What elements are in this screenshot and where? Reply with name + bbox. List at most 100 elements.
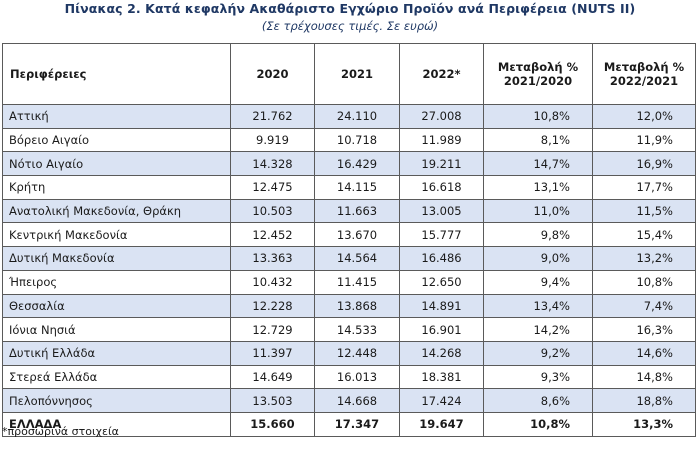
row-change-2022-2021: 18,8% (592, 388, 696, 413)
column-header-2021: 2021 (314, 43, 400, 105)
row-value-2022: 12.650 (399, 269, 484, 295)
row-change-2022-2021: 7,4% (592, 293, 696, 319)
row-change-2021-2020: 14,7% (483, 151, 593, 177)
row-region: Δυτική Ελλάδα (2, 340, 231, 366)
total-2021: 17.347 (314, 411, 400, 437)
table-row: Κεντρική Μακεδονία 12.452 13.670 15.777 9,8%… (2, 222, 696, 248)
row-change-2022-2021: 10,8% (592, 269, 696, 295)
table-row: Δυτική Ελλάδα 11.397 12.448 14.268 9,2% 14,6% (2, 340, 696, 366)
row-change-2022-2021: 16,3% (592, 317, 696, 342)
gdp-per-capita-table: Περιφέρειες 2020 2021 2022* Μεταβολή % 2… (2, 43, 696, 437)
row-region: Βόρειο Αιγαίο (2, 127, 231, 153)
row-value-2020: 10.432 (230, 269, 315, 295)
row-change-2022-2021: 12,0% (592, 104, 696, 129)
row-region: Πελοπόννησος (2, 388, 231, 413)
row-change-2022-2021: 14,8% (592, 364, 696, 390)
row-value-2021: 12.448 (314, 340, 400, 366)
row-region: Στερεά Ελλάδα (2, 364, 231, 390)
row-value-2022: 15.777 (399, 222, 484, 248)
row-change-2021-2020: 9,0% (483, 246, 593, 271)
table-row: Στερεά Ελλάδα 14.649 16.013 18.381 9,3% 14,8% (2, 364, 696, 390)
row-value-2022: 27.008 (399, 104, 484, 129)
row-region: Κεντρική Μακεδονία (2, 222, 231, 248)
table-body: Αττική 21.762 24.110 27.008 10,8% 12,0% Βόρειο… (2, 104, 696, 437)
row-value-2021: 10.718 (314, 127, 400, 153)
row-value-2022: 14.891 (399, 293, 484, 319)
table-row: Πελοπόννησος 13.503 14.668 17.424 8,6% 18,8% (2, 388, 696, 413)
header-row: Περιφέρειες 2020 2021 2022* Μεταβολή % 2… (2, 43, 696, 105)
column-header-change-2021-2020-line1: Μεταβολή % (497, 60, 579, 74)
row-value-2021: 14.668 (314, 388, 400, 413)
column-header-change-2022-2021-line2: 2022/2021 (609, 74, 679, 88)
row-value-2021: 13.868 (314, 293, 400, 319)
column-header-change-2022-2021-line1: Μεταβολή % (603, 60, 685, 74)
total-region: ΕΛΛΑΔΑ (2, 411, 231, 437)
row-value-2021: 14.564 (314, 246, 400, 271)
table-row: Αττική 21.762 24.110 27.008 10,8% 12,0% (2, 104, 696, 129)
row-value-2022: 19.211 (399, 151, 484, 177)
row-region: Ήπειρος (2, 269, 231, 295)
row-change-2021-2020: 9,4% (483, 269, 593, 295)
row-change-2021-2020: 8,1% (483, 127, 593, 153)
row-value-2020: 12.452 (230, 222, 315, 248)
row-value-2021: 11.663 (314, 198, 400, 224)
row-region: Νότιο Αιγαίο (2, 151, 231, 177)
table-row: Ήπειρος 10.432 11.415 12.650 9,4% 10,8% (2, 269, 696, 295)
row-value-2022: 18.381 (399, 364, 484, 390)
table-title: Πίνακας 2. Κατά κεφαλήν Ακαθάριστο Εγχώρ… (64, 1, 636, 16)
table-subtitle: (Σε τρέχουσες τιμές. Σε ευρώ) (261, 19, 439, 33)
row-value-2021: 24.110 (314, 104, 400, 129)
table-row: Βόρειο Αιγαίο 9.919 10.718 11.989 8,1% 11,9% (2, 127, 696, 153)
row-value-2021: 16.429 (314, 151, 400, 177)
table-row: Θεσσαλία 12.228 13.868 14.891 13,4% 7,4% (2, 293, 696, 319)
total-row: ΕΛΛΑΔΑ 15.660 17.347 19.647 10,8% 13,3% (2, 411, 696, 437)
row-region: Δυτική Μακεδονία (2, 246, 231, 271)
row-region: Θεσσαλία (2, 293, 231, 319)
row-value-2021: 16.013 (314, 364, 400, 390)
row-change-2021-2020: 11,0% (483, 198, 593, 224)
row-change-2021-2020: 13,1% (483, 175, 593, 200)
row-value-2020: 14.649 (230, 364, 315, 390)
total-2022: 19.647 (399, 411, 484, 437)
column-header-change-2021-2020: Μεταβολή % 2021/2020 (483, 43, 593, 105)
row-change-2021-2020: 14,2% (483, 317, 593, 342)
total-change-2022-2021: 13,3% (592, 411, 696, 437)
row-change-2021-2020: 8,6% (483, 388, 593, 413)
row-value-2020: 10.503 (230, 198, 315, 224)
row-value-2020: 12.228 (230, 293, 315, 319)
row-region: Ιόνια Νησιά (2, 317, 231, 342)
row-change-2022-2021: 11,5% (592, 198, 696, 224)
row-change-2022-2021: 15,4% (592, 222, 696, 248)
table-row: Κρήτη 12.475 14.115 16.618 13,1% 17,7% (2, 175, 696, 200)
row-value-2020: 14.328 (230, 151, 315, 177)
column-header-2020: 2020 (230, 43, 315, 105)
row-value-2020: 11.397 (230, 340, 315, 366)
column-header-2022: 2022* (399, 43, 484, 105)
row-change-2022-2021: 13,2% (592, 246, 696, 271)
row-change-2022-2021: 17,7% (592, 175, 696, 200)
row-value-2020: 13.363 (230, 246, 315, 271)
table-row: Δυτική Μακεδονία 13.363 14.564 16.486 9,0% 13… (2, 246, 696, 271)
row-value-2020: 12.475 (230, 175, 315, 200)
row-change-2021-2020: 9,3% (483, 364, 593, 390)
row-value-2021: 14.533 (314, 317, 400, 342)
row-change-2021-2020: 13,4% (483, 293, 593, 319)
row-value-2020: 9.919 (230, 127, 315, 153)
row-value-2020: 13.503 (230, 388, 315, 413)
row-value-2021: 11.415 (314, 269, 400, 295)
row-value-2020: 12.729 (230, 317, 315, 342)
total-2020: 15.660 (230, 411, 315, 437)
table-row: Ανατολική Μακεδονία, Θράκη 10.503 11.663 13… (2, 198, 696, 224)
row-value-2022: 11.989 (399, 127, 484, 153)
row-value-2022: 16.618 (399, 175, 484, 200)
row-value-2022: 14.268 (399, 340, 484, 366)
column-header-region: Περιφέρειες (2, 43, 231, 105)
row-change-2021-2020: 9,2% (483, 340, 593, 366)
row-change-2021-2020: 10,8% (483, 104, 593, 129)
row-region: Κρήτη (2, 175, 231, 200)
row-value-2021: 14.115 (314, 175, 400, 200)
row-change-2022-2021: 14,6% (592, 340, 696, 366)
row-region: Αττική (2, 104, 231, 129)
total-change-2021-2020: 10,8% (483, 411, 593, 437)
column-header-change-2022-2021: Μεταβολή % 2022/2021 (592, 43, 696, 105)
